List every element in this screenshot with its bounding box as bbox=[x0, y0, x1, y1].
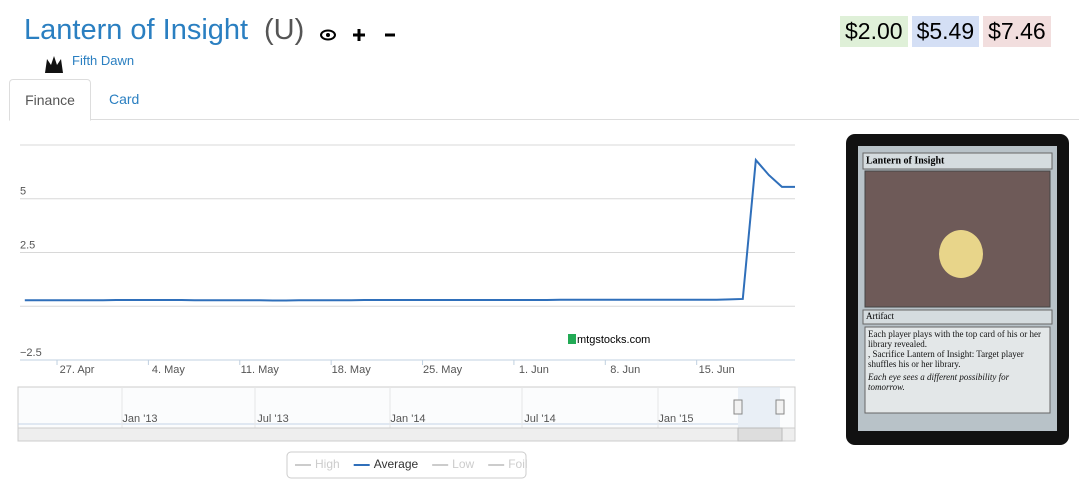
price-low: $2.00 bbox=[840, 16, 908, 47]
x-tick-label: 15. Jun bbox=[699, 364, 735, 376]
navigator-label: Jul '14 bbox=[524, 413, 555, 425]
card-image: Lantern of Insight Artifact Each player … bbox=[846, 134, 1069, 445]
card-text: Each player plays with the top card of h… bbox=[868, 329, 1048, 392]
scrollbar bbox=[17, 427, 796, 442]
card-name: Lantern of Insight bbox=[866, 155, 945, 166]
legend-item[interactable]: Low bbox=[452, 457, 474, 471]
card-rule: , Sacrifice Lantern of Insight: Target p… bbox=[868, 349, 1024, 369]
x-tick-label: 4. May bbox=[152, 364, 186, 376]
x-tick-label: 8. Jun bbox=[610, 364, 640, 376]
actions bbox=[320, 29, 395, 41]
scrollbar-thumb bbox=[737, 427, 783, 442]
legend-item[interactable]: Average bbox=[374, 457, 419, 471]
tab-finance[interactable]: Finance bbox=[9, 79, 91, 121]
legend-box bbox=[286, 451, 527, 479]
card-flavor: Each eye sees a different possibility fo… bbox=[868, 372, 1010, 392]
x-tick-label: 11. May bbox=[241, 364, 280, 376]
navigator-label: Jan '15 bbox=[658, 413, 693, 425]
card-type: Artifact bbox=[866, 311, 894, 321]
x-tick-label: 1. Jun bbox=[519, 364, 549, 376]
navigator-handle[interactable] bbox=[775, 399, 785, 415]
y-tick-label: 5 bbox=[20, 186, 26, 198]
tab-card[interactable]: Card bbox=[109, 91, 140, 107]
x-tick-label: 27. Apr bbox=[60, 364, 95, 376]
legend-item[interactable]: Foil bbox=[508, 457, 527, 471]
add-icon[interactable] bbox=[353, 29, 365, 41]
set-icon bbox=[45, 56, 63, 73]
watch-pupil bbox=[326, 33, 330, 37]
y-tick-label: 2.5 bbox=[20, 239, 35, 251]
chart: −2.5 2.5 5 27. Apr 4. May 11. May 18. May 25. M… bbox=[17, 144, 796, 479]
rarity: (U) bbox=[264, 14, 305, 46]
watermark: mtgstocks.com bbox=[577, 334, 650, 346]
x-tick-label: 18. May bbox=[332, 364, 372, 376]
navigator-label: Jan '14 bbox=[390, 413, 425, 425]
tab-border bbox=[9, 119, 1079, 120]
set-link[interactable]: Fifth Dawn bbox=[72, 53, 135, 68]
prices: $2.00 $5.49 $7.46 bbox=[840, 16, 1051, 47]
price-avg: $5.49 bbox=[911, 16, 980, 47]
card-title[interactable]: Lantern of Insight bbox=[24, 14, 249, 46]
navigator-handle[interactable] bbox=[733, 399, 743, 415]
watermark-icon bbox=[568, 334, 576, 344]
legend-item[interactable]: High bbox=[315, 457, 340, 471]
price-line bbox=[24, 157, 795, 302]
card-rule: Each player plays with the top card of h… bbox=[868, 329, 1041, 349]
navigator-label: Jul '13 bbox=[257, 413, 288, 425]
price-high: $7.46 bbox=[983, 16, 1051, 47]
navigator-label: Jan '13 bbox=[122, 413, 157, 425]
x-tick-label: 25. May bbox=[423, 364, 463, 376]
watch-icon[interactable] bbox=[320, 29, 336, 41]
navigator-window bbox=[738, 387, 780, 428]
y-tick-label: −2.5 bbox=[20, 347, 42, 359]
